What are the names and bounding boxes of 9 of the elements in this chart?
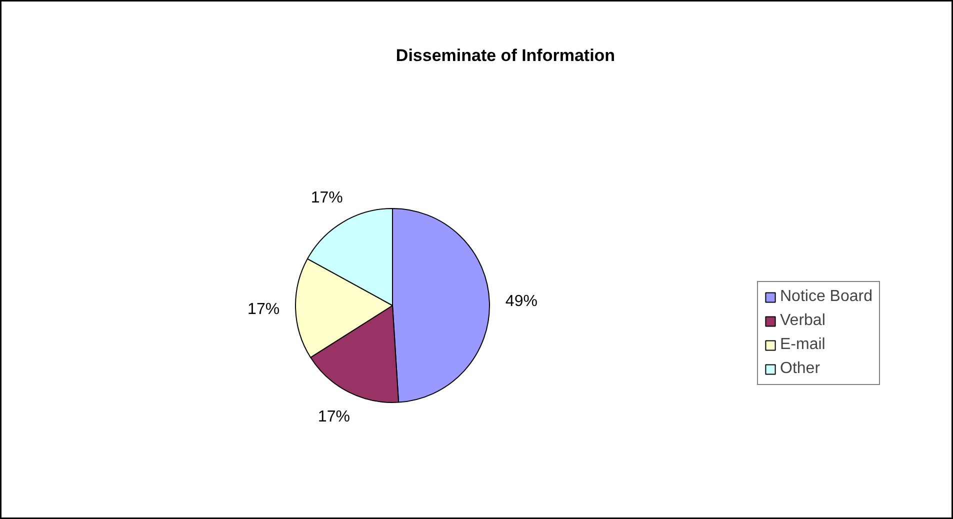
data-label: 49% xyxy=(505,293,538,310)
legend-label: Verbal xyxy=(780,312,826,330)
legend-label: Notice Board xyxy=(780,288,872,306)
data-label: 17% xyxy=(310,189,343,206)
legend-label: Other xyxy=(780,360,820,378)
data-label: 17% xyxy=(318,408,350,426)
legend-label: E-mail xyxy=(780,336,826,354)
data-label: 17% xyxy=(248,300,280,318)
chart-title: Disseminate of Information xyxy=(396,46,616,65)
